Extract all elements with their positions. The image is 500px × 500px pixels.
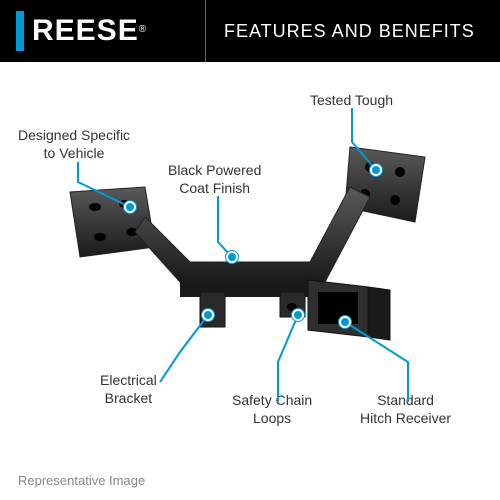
callout-text: Tested Tough [310,92,393,110]
header-bar: REESE ® FEATURES AND BENEFITS [0,0,500,62]
callout-dot-safety-chain [292,309,304,321]
callout-dot-electrical-bracket [202,309,214,321]
registered-icon: ® [139,24,146,35]
diagram-area: Tested ToughDesigned Specificto VehicleB… [0,62,500,500]
callout-text: Loops [232,410,312,428]
brand-block: REESE ® [0,0,205,62]
header-title-block: FEATURES AND BENEFITS [205,0,500,62]
product-illustration [50,132,450,412]
callout-dot-black-coat [226,251,238,263]
brand-accent-bar [16,11,24,51]
footer-note: Representative Image [18,473,145,488]
header-title: FEATURES AND BENEFITS [224,21,475,42]
callout-dot-hitch-receiver [339,316,351,328]
callout-text: Hitch Receiver [360,410,451,428]
callout-dot-designed-specific [124,201,136,213]
brand-name: REESE [32,14,139,48]
callout-tested-tough: Tested Tough [310,92,393,110]
callout-dot-tested-tough [370,164,382,176]
